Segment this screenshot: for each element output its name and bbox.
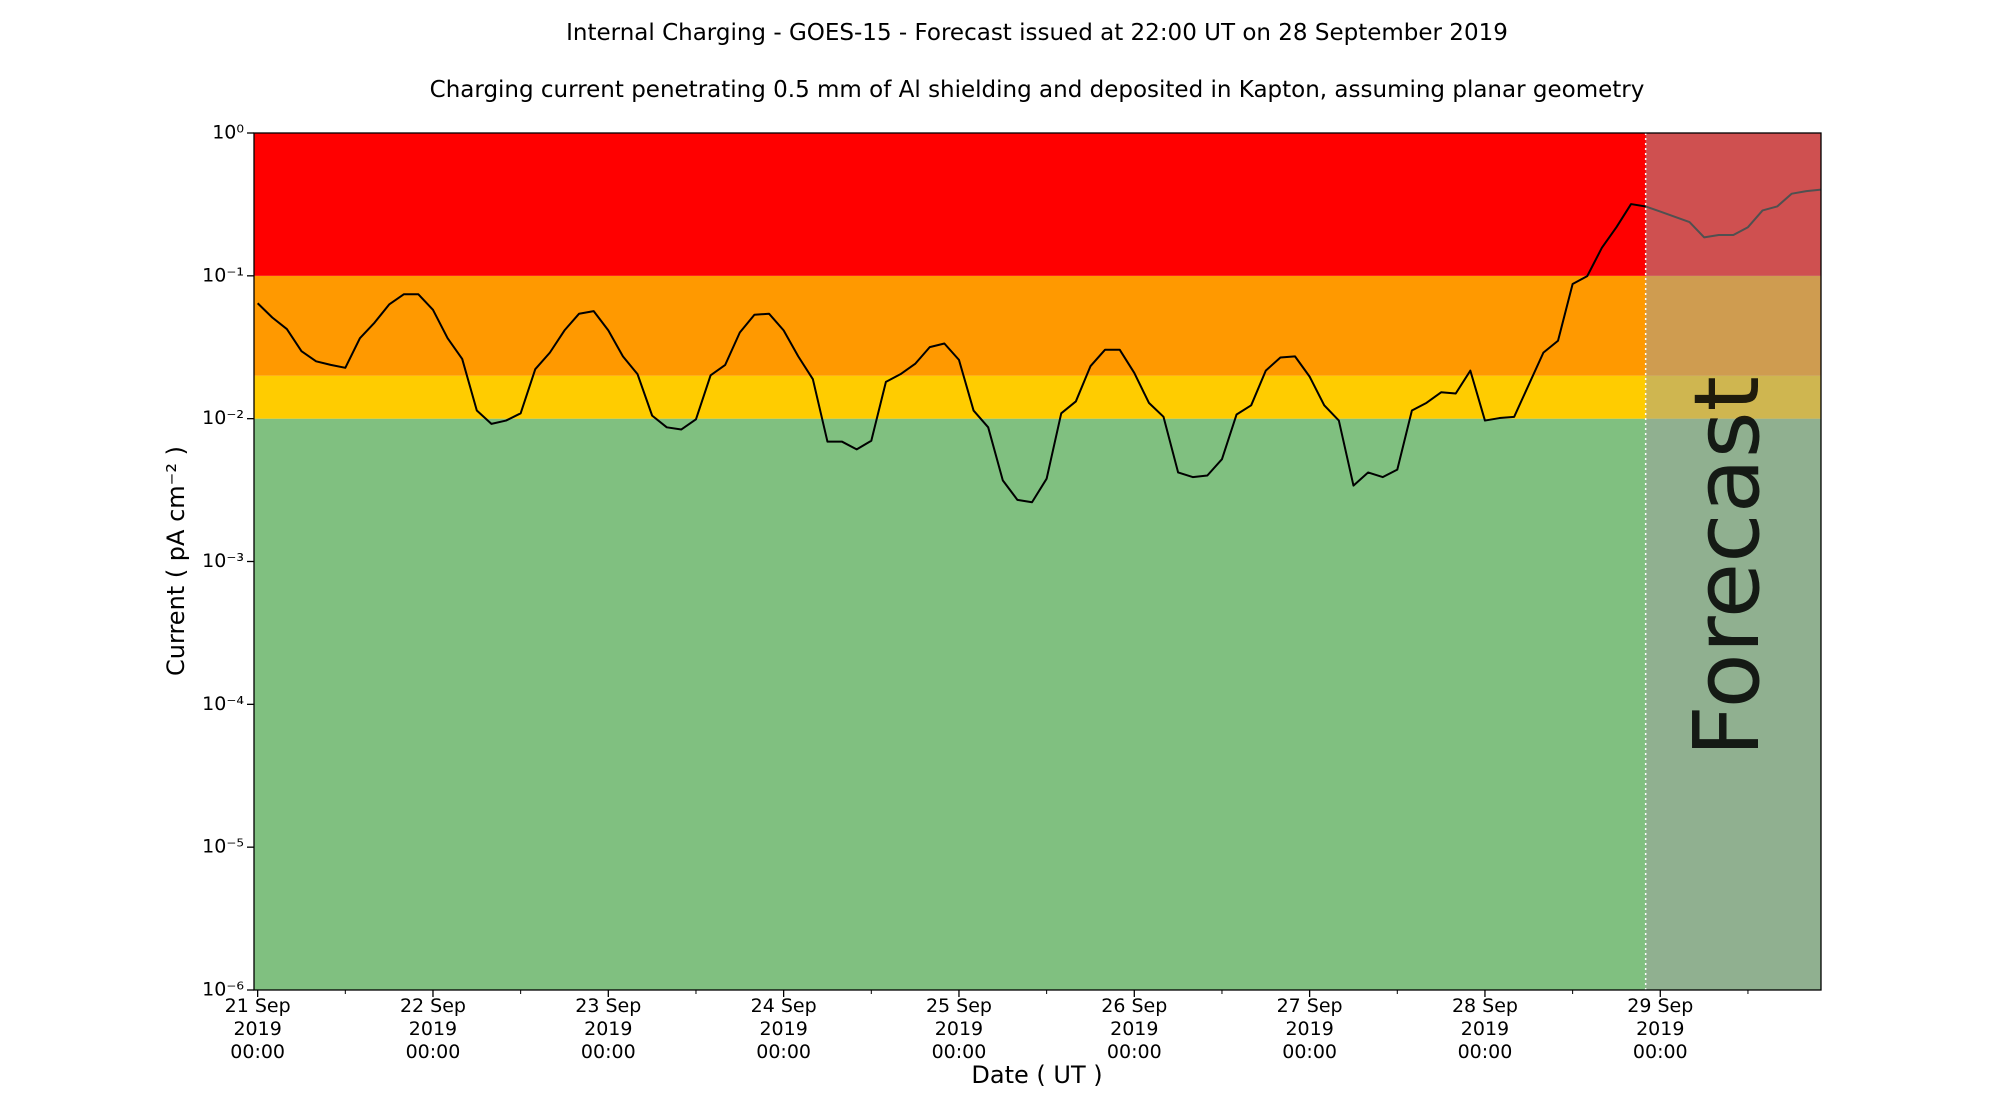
- x-tick-label-line: 23 Sep: [575, 995, 641, 1017]
- x-tick-label-line: 2019: [584, 1018, 632, 1040]
- x-tick-label: 22 Sep 2019 00:00: [400, 995, 466, 1063]
- y-axis-label: Current ( pA cm⁻² ): [162, 446, 190, 676]
- x-tick-label-line: 00:00: [756, 1041, 811, 1063]
- x-tick-label: 24 Sep 2019 00:00: [751, 995, 817, 1063]
- x-tick-label-line: 25 Sep: [926, 995, 992, 1017]
- x-tick-label-line: 27 Sep: [1277, 995, 1343, 1017]
- x-tick-label: 28 Sep 2019 00:00: [1452, 995, 1518, 1063]
- x-tick-label-line: 00:00: [406, 1041, 461, 1063]
- x-tick-label-line: 2019: [233, 1018, 281, 1040]
- x-tick-label: 26 Sep 2019 00:00: [1101, 995, 1167, 1063]
- x-tick-label-line: 22 Sep: [400, 995, 466, 1017]
- y-tick-label: 10⁰: [212, 122, 244, 144]
- x-tick-label: 21 Sep 2019 00:00: [225, 995, 291, 1063]
- x-tick-label-line: 00:00: [1107, 1041, 1162, 1063]
- x-tick-label-line: 2019: [1285, 1018, 1333, 1040]
- x-tick-label-line: 00:00: [1458, 1041, 1513, 1063]
- y-tick-label: 10⁻⁴: [202, 693, 244, 715]
- x-tick-label-line: 21 Sep: [225, 995, 291, 1017]
- x-tick-label: 29 Sep 2019 00:00: [1627, 995, 1693, 1063]
- risk-band: [254, 375, 1821, 419]
- risk-band: [254, 275, 1821, 376]
- forecast-label: Forecast: [1675, 376, 1780, 757]
- x-tick-label-line: 00:00: [230, 1041, 285, 1063]
- x-tick-label-line: 00:00: [581, 1041, 636, 1063]
- y-tick-label: 10⁻¹: [202, 264, 244, 286]
- x-tick-label-line: 00:00: [932, 1041, 987, 1063]
- x-tick-label-line: 2019: [1461, 1018, 1509, 1040]
- x-axis-label: Date ( UT ): [971, 1061, 1102, 1089]
- x-tick-label-line: 2019: [759, 1018, 807, 1040]
- x-tick-label-line: 28 Sep: [1452, 995, 1518, 1017]
- x-tick-label: 27 Sep 2019 00:00: [1277, 995, 1343, 1063]
- x-tick-label-line: 2019: [409, 1018, 457, 1040]
- x-tick-label-line: 2019: [1636, 1018, 1684, 1040]
- chart-subtitle: Charging current penetrating 0.5 mm of A…: [430, 77, 1645, 103]
- y-tick-label: 10⁻²: [202, 407, 244, 429]
- x-tick-label-line: 2019: [935, 1018, 983, 1040]
- y-tick-label: 10⁻⁵: [202, 836, 244, 858]
- forecast-shade: [1645, 133, 1821, 990]
- x-tick-label-line: 26 Sep: [1101, 995, 1167, 1017]
- x-tick-label-line: 29 Sep: [1627, 995, 1693, 1017]
- chart-title: Internal Charging - GOES-15 - Forecast i…: [566, 20, 1508, 46]
- y-tick-label: 10⁻³: [202, 550, 244, 572]
- risk-band: [254, 133, 1821, 276]
- x-tick-label: 25 Sep 2019 00:00: [926, 995, 992, 1063]
- y-tick-label: 10⁻⁶: [202, 979, 244, 1001]
- data-line: [256, 188, 1822, 504]
- risk-band: [254, 418, 1821, 991]
- x-tick-label-line: 00:00: [1282, 1041, 1337, 1063]
- x-tick-label-line: 2019: [1110, 1018, 1158, 1040]
- x-tick-label-line: 00:00: [1633, 1041, 1688, 1063]
- x-tick-label: 23 Sep 2019 00:00: [575, 995, 641, 1063]
- x-tick-label-line: 24 Sep: [751, 995, 817, 1017]
